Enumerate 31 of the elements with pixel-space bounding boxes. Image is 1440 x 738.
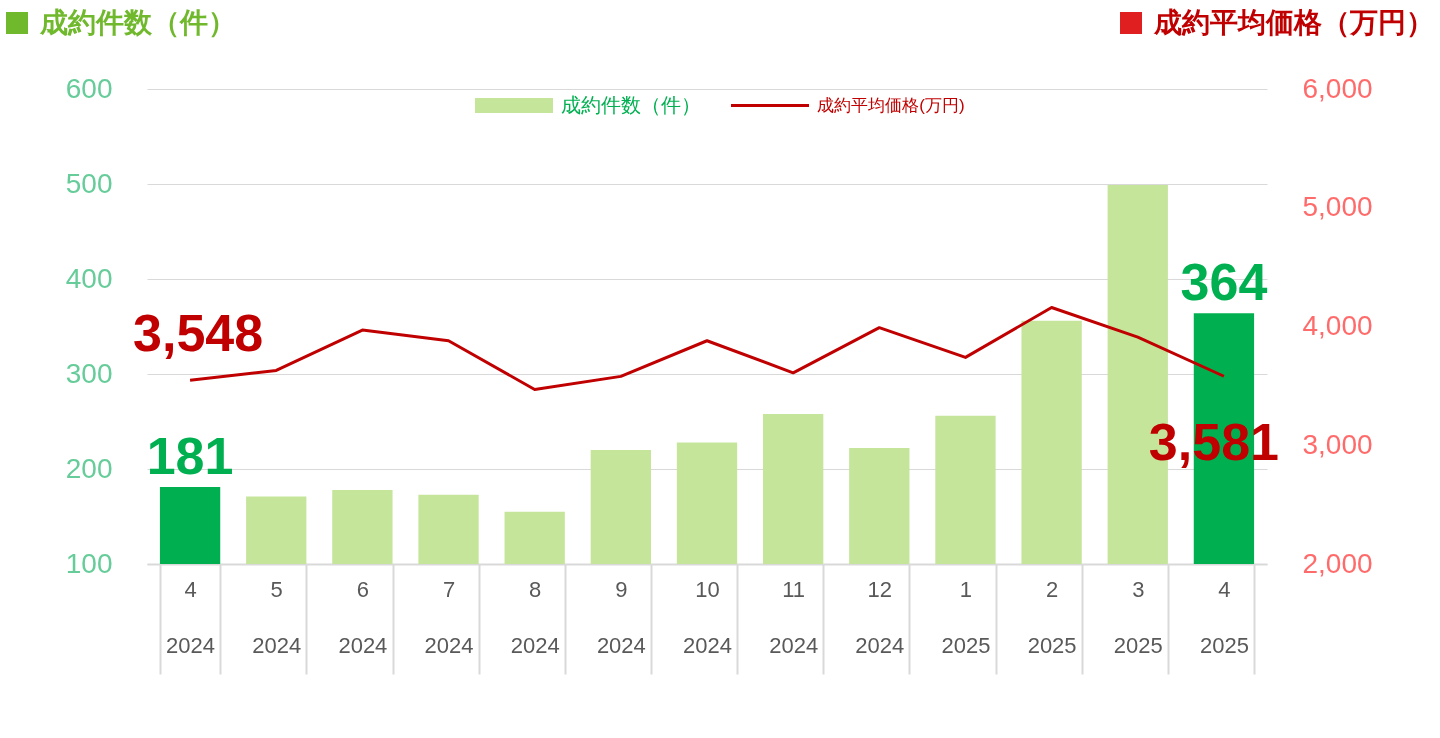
y-tick-label: 600 [65, 72, 113, 104]
legend-label: 成約件数（件） [561, 93, 702, 118]
y-tick-label: 300 [65, 357, 113, 389]
y-axis-title: 成約件数（件） [40, 6, 236, 40]
data-label: 181 [146, 427, 234, 486]
y-tick-label: 200 [65, 452, 113, 484]
category-label: 9 2024 [596, 576, 646, 658]
category-label: 6 2024 [338, 576, 388, 658]
y2-tick-label: 5,000 [1302, 191, 1373, 223]
y2-tick-label: 4,000 [1302, 310, 1373, 341]
category-label: 3 2025 [1113, 576, 1163, 658]
category-label: 4 2025 [1199, 576, 1249, 658]
y-tick-label: 400 [65, 262, 113, 294]
category-label: 8 2024 [510, 576, 560, 658]
data-label: 364 [1180, 253, 1268, 312]
data-label: 3,548 [133, 304, 264, 363]
category-label: 12 2024 [855, 576, 905, 658]
category-label: 1 2025 [941, 576, 991, 658]
y2-tick-label: 3,000 [1302, 428, 1373, 460]
y2-tick-label: 6,000 [1302, 72, 1373, 104]
category-label: 2 2025 [1027, 576, 1077, 658]
legend-label: 成約平均価格(万円) [817, 95, 965, 117]
category-label: 7 2024 [424, 576, 474, 658]
category-label: 5 2024 [252, 576, 302, 658]
y2-axis-title: 成約平均価格（万円） [1154, 6, 1434, 40]
category-label: 11 2024 [769, 576, 819, 658]
y-tick-label: 500 [65, 167, 113, 199]
category-label: 4 2024 [166, 576, 216, 658]
category-label: 10 2024 [683, 576, 732, 658]
y2-tick-label: 2,000 [1302, 547, 1373, 579]
y-tick-label: 100 [65, 547, 113, 579]
